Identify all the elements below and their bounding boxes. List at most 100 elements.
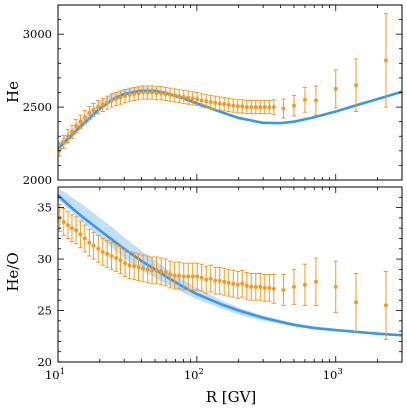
data-point xyxy=(127,263,132,268)
data-point xyxy=(65,223,70,228)
x-tick-exponent: 2 xyxy=(198,367,203,377)
data-point xyxy=(240,281,245,286)
data-point xyxy=(258,284,263,289)
data-point xyxy=(244,105,249,110)
data-point xyxy=(267,285,272,290)
data-point xyxy=(163,270,168,275)
y-tick-label: 30 xyxy=(37,252,52,266)
data-point xyxy=(204,277,209,282)
data-point xyxy=(226,102,231,107)
data-point xyxy=(267,105,272,110)
axes-frame xyxy=(57,186,403,363)
data-point xyxy=(190,274,195,279)
data-point xyxy=(333,284,338,289)
data-point xyxy=(57,147,62,152)
y-tick-label: 2500 xyxy=(23,100,52,114)
data-point xyxy=(258,105,263,110)
data-point xyxy=(281,106,286,111)
data-point xyxy=(291,284,296,289)
data-point xyxy=(123,94,128,99)
data-point xyxy=(109,98,114,103)
data-point xyxy=(213,278,218,283)
data-point xyxy=(231,103,236,108)
data-point xyxy=(226,280,231,285)
data-point xyxy=(82,115,87,120)
model-band xyxy=(58,86,402,154)
x-tick-exponent: 3 xyxy=(337,367,342,377)
data-point xyxy=(186,274,191,279)
x-tick-exponent: 1 xyxy=(60,367,65,377)
data-point xyxy=(208,99,213,104)
data-point xyxy=(235,282,240,287)
data-point xyxy=(213,100,218,105)
data-point xyxy=(217,278,222,283)
data-point xyxy=(82,236,87,241)
data-point xyxy=(333,86,338,91)
data-point xyxy=(177,273,182,278)
data-point xyxy=(132,91,137,96)
data-point xyxy=(262,105,267,110)
y-tick-label: 25 xyxy=(37,304,52,318)
data-point xyxy=(100,102,105,107)
data-point xyxy=(168,92,173,97)
data-point xyxy=(91,243,96,248)
data-point xyxy=(235,104,240,109)
model-band xyxy=(58,188,402,336)
data-point xyxy=(291,103,296,108)
data-point xyxy=(177,94,182,99)
data-point xyxy=(69,226,74,231)
data-point xyxy=(105,251,110,256)
data-point xyxy=(168,272,173,277)
data-point xyxy=(87,110,92,115)
data-point xyxy=(222,279,227,284)
data-point xyxy=(145,267,150,272)
data-point xyxy=(61,220,66,224)
data-point xyxy=(354,83,359,88)
data-point xyxy=(199,275,204,280)
model-line xyxy=(57,194,403,337)
data-point xyxy=(249,284,254,289)
data-point xyxy=(208,276,213,281)
data-point xyxy=(123,261,128,266)
data-point xyxy=(154,268,159,273)
data-point xyxy=(240,104,245,109)
data-point xyxy=(253,284,258,289)
data-point xyxy=(159,269,164,274)
data-point xyxy=(249,105,254,110)
y-tick-label: 20 xyxy=(37,355,52,369)
data-point xyxy=(383,58,388,63)
data-point xyxy=(271,105,276,110)
x-tick-label: 101 xyxy=(45,367,65,382)
data-point xyxy=(231,281,236,286)
data-point xyxy=(172,273,177,278)
data-point xyxy=(150,90,155,95)
data-point xyxy=(195,97,200,102)
data-point xyxy=(105,100,110,105)
data-point xyxy=(65,134,70,139)
data-point xyxy=(141,266,146,271)
y-axis-label-he: He xyxy=(4,81,22,103)
data-point xyxy=(96,246,101,251)
data-point xyxy=(154,91,159,96)
data-point xyxy=(127,92,132,97)
data-point xyxy=(195,274,200,279)
data-point xyxy=(159,91,164,96)
data-point xyxy=(199,98,204,103)
data-point xyxy=(91,108,96,112)
data-point xyxy=(69,129,74,134)
data-point xyxy=(313,98,318,103)
data-point xyxy=(163,91,168,96)
data-point xyxy=(253,105,258,110)
data-point xyxy=(302,97,307,102)
data-point xyxy=(217,101,222,106)
data-point xyxy=(78,232,83,237)
data-point xyxy=(172,93,177,98)
data-point xyxy=(222,102,227,107)
data-point xyxy=(281,287,286,292)
data-point xyxy=(141,90,146,95)
data-point xyxy=(114,97,119,102)
data-point xyxy=(87,240,92,245)
data-point xyxy=(244,283,249,288)
data-point xyxy=(100,249,105,254)
data-point xyxy=(61,140,66,145)
